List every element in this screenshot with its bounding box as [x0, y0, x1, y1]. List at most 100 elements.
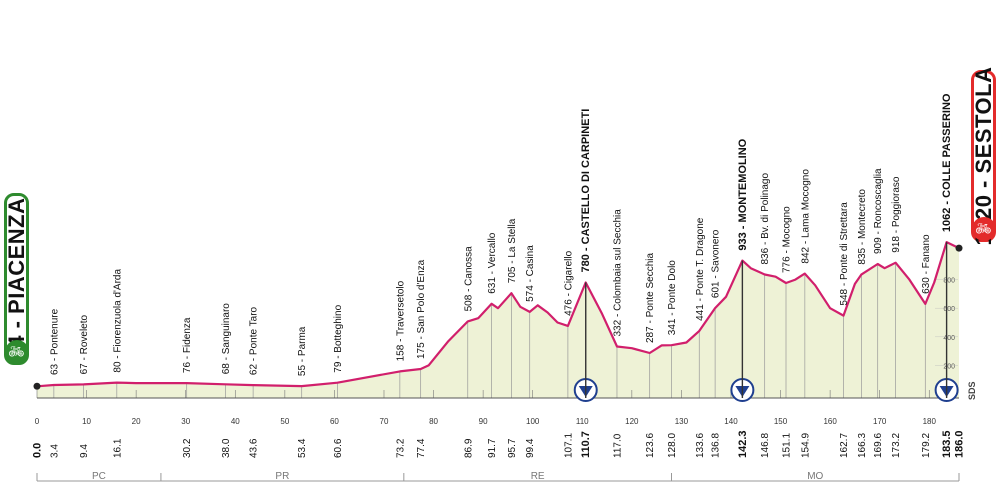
- x-tick-label: 30: [181, 417, 190, 426]
- waypoint-label: 776 - Mocogno: [782, 206, 793, 273]
- waypoint-label: 548 - Ponte di Strettara: [839, 202, 850, 306]
- x-tick-label: 140: [724, 417, 738, 426]
- start-point: [33, 382, 41, 390]
- waypoint-label: 933 - MONTEMOLINO: [737, 138, 749, 250]
- x-tick-label: 80: [429, 417, 438, 426]
- finish-badge: 1020 - SESTOLA 🚲︎: [971, 67, 996, 246]
- waypoint-label: 1062 - COLLE PASSERINO: [941, 93, 953, 232]
- km-distance-label: 117.0: [613, 433, 624, 458]
- km-distance-label: 3.4: [49, 444, 60, 458]
- x-tick-label: 110: [576, 417, 589, 426]
- waypoint-label: 441 - Ponte T. Dragone: [695, 217, 706, 321]
- km-distance-label: 99.4: [525, 438, 536, 458]
- province-label: MO: [807, 471, 823, 482]
- waypoint-label: 835 - Montecreto: [857, 189, 868, 265]
- x-tick-label: 10: [82, 417, 91, 426]
- km-distance-label: 30.2: [182, 438, 193, 458]
- km-distance-label: 151.1: [782, 433, 793, 458]
- waypoint-label: 836 - Bv. di Polinago: [760, 173, 771, 265]
- waypoint-label: 175 - San Polo d'Enza: [416, 259, 427, 359]
- x-tick-label: 60: [330, 417, 339, 426]
- waypoint-label: 918 - Poggioraso: [891, 176, 902, 253]
- x-tick-label: 150: [774, 417, 788, 426]
- bicycle-icon: 🚲︎: [971, 217, 996, 241]
- waypoint-label: 631 - Vercallo: [487, 232, 498, 294]
- km-distance-label: 123.6: [645, 433, 656, 458]
- altitude-tick-label: 800: [943, 278, 955, 285]
- waypoint-label: 76 - Fidenza: [182, 317, 193, 373]
- waypoint-label: 601 - Savonero: [711, 229, 722, 298]
- start-label: 54 - PIACENZA: [3, 197, 29, 361]
- bicycle-icon: 🚲︎: [4, 340, 29, 364]
- km-distance-label: 60.6: [333, 438, 344, 458]
- start-badge: 54 - PIACENZA 🚲︎: [4, 193, 29, 365]
- km-distance-label: 186.0: [954, 430, 966, 458]
- x-tick-label: 20: [132, 417, 141, 426]
- waypoint-label: 332 - Colombaia sul Secchia: [613, 209, 624, 337]
- x-tick-label: 90: [479, 417, 488, 426]
- x-tick-label: 130: [675, 417, 689, 426]
- km-distance-label: 173.2: [891, 433, 902, 458]
- profile-line: [36, 241, 960, 388]
- km-distance-label: 38.0: [221, 438, 232, 458]
- altitude-tick-label: 600: [943, 306, 955, 313]
- km-distance-label: 128.0: [667, 433, 678, 458]
- waypoint-label: 909 - Roncoscaglia: [873, 168, 884, 254]
- waypoint-label: 79 - Botteghino: [333, 304, 344, 372]
- altitude-tick-label: 400: [943, 335, 955, 342]
- waypoint-label: 780 - CASTELLO DI CARPINETI: [580, 109, 592, 273]
- km-distance-label: 77.4: [416, 438, 427, 458]
- waypoint-label: 158 - Traversetolo: [395, 280, 406, 361]
- waypoint-label: 705 - La Stella: [507, 218, 518, 283]
- km-distance-label: 142.3: [737, 430, 749, 458]
- km-distance-label: 107.1: [563, 433, 574, 458]
- province-label: PC: [92, 471, 106, 482]
- km-distance-label: 9.4: [79, 444, 90, 458]
- km-distance-label: 73.2: [395, 438, 406, 458]
- km-distance-label: 110.7: [580, 431, 592, 458]
- x-tick-label: 170: [873, 417, 887, 426]
- x-tick-label: 180: [923, 417, 937, 426]
- waypoint-label: 67 - Roveleto: [79, 314, 90, 374]
- waypoint-label: 630 - Fanano: [921, 234, 932, 294]
- km-distance-label: 0.0: [32, 443, 44, 458]
- km-distance-label: 169.6: [873, 433, 884, 458]
- waypoint-label: 68 - Sanguinaro: [221, 303, 232, 375]
- finish-point: [955, 244, 963, 252]
- km-distance-label: 95.7: [507, 438, 518, 458]
- waypoint-label: 574 - Casina: [525, 245, 536, 302]
- km-distance-label: 53.4: [297, 438, 308, 458]
- profile-area: [37, 242, 959, 398]
- km-distance-label: 162.7: [839, 433, 850, 458]
- km-distance-label: 16.1: [112, 438, 123, 458]
- km-distance-label: 183.5: [941, 430, 953, 458]
- waypoint-label: 80 - Fiorenzuola d'Arda: [112, 269, 123, 373]
- km-distance-label: 166.3: [857, 433, 868, 458]
- x-tick-label: 0: [35, 417, 40, 426]
- province-label: RE: [531, 471, 545, 482]
- province-label: PR: [275, 471, 289, 482]
- km-distance-label: 91.7: [487, 438, 498, 458]
- waypoint-label: 62 - Ponte Taro: [249, 306, 260, 375]
- waypoint-label: 287 - Ponte Secchia: [645, 253, 656, 343]
- x-tick-label: 120: [625, 417, 639, 426]
- waypoint-label: 341 - Ponte Dolo: [667, 260, 678, 335]
- km-distance-label: 146.8: [760, 433, 771, 458]
- altitude-tick-label: 200: [943, 363, 955, 370]
- waypoint-label: 842 - Lama Mocogno: [800, 169, 811, 264]
- waypoint-label: 476 - Cigarello: [563, 250, 574, 315]
- km-distance-label: 86.9: [463, 438, 474, 458]
- x-tick-label: 50: [280, 417, 289, 426]
- km-distance-label: 133.6: [695, 433, 706, 458]
- x-tick-label: 160: [823, 417, 837, 426]
- x-tick-label: 40: [231, 417, 240, 426]
- km-distance-label: 154.9: [800, 433, 811, 458]
- waypoint-label: 508 - Canossa: [463, 246, 474, 311]
- km-distance-label: 136.8: [711, 433, 722, 458]
- waypoint-label: 55 - Parma: [297, 326, 308, 376]
- km-distance-label: 43.6: [249, 438, 260, 458]
- x-tick-label: 70: [380, 417, 389, 426]
- sponsor-label: SDS: [967, 381, 977, 400]
